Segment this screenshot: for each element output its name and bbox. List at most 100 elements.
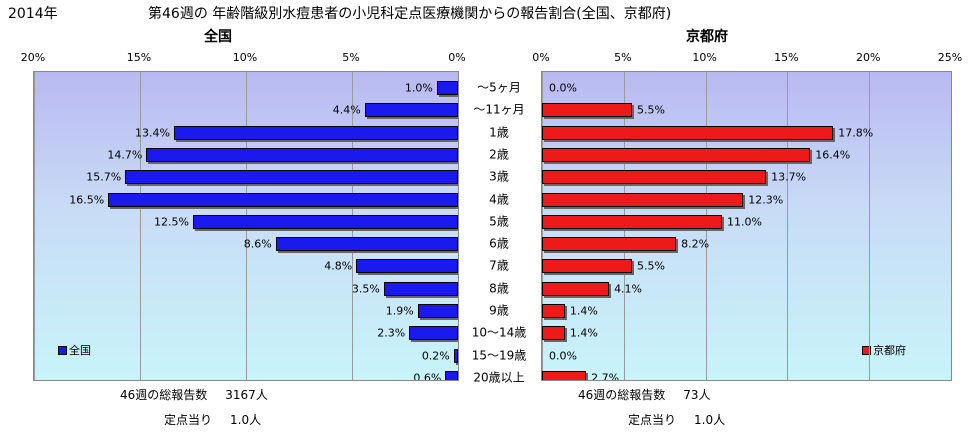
kyoto-bar <box>542 326 565 341</box>
age-category-label: 15～19歳 <box>471 348 527 363</box>
national-gridline <box>140 72 141 380</box>
national-data-label: 13.4% <box>134 126 170 140</box>
kyoto-bar <box>542 103 632 118</box>
kyoto-bar <box>542 304 565 318</box>
kyoto-legend: 京都府 <box>862 342 906 358</box>
kyoto-gridline <box>869 72 870 380</box>
age-category-label: 20歳以上 <box>473 370 525 385</box>
national-data-label: 1.0% <box>404 81 433 95</box>
national-tick-label: 0% <box>448 51 466 64</box>
kyoto-per-site-value: 1.0人 <box>694 413 726 427</box>
national-bar <box>108 192 458 207</box>
age-category-label: 4歳 <box>489 192 509 206</box>
kyoto-data-label: 1.4% <box>569 304 598 318</box>
national-gridline <box>458 72 459 380</box>
kyoto-total: 46週の総報告数 73人 <box>578 386 711 403</box>
national-data-label: 1.9% <box>385 304 414 318</box>
kyoto-data-label: 0.0% <box>549 349 577 363</box>
national-bar <box>445 370 458 380</box>
national-bar <box>193 214 458 229</box>
national-per-site-value: 1.0人 <box>230 413 262 427</box>
national-per-site-label: 定点当り <box>164 413 213 427</box>
kyoto-bar <box>542 170 767 185</box>
national-per-site: 定点当り 1.0人 <box>164 411 261 428</box>
kyoto-bar <box>542 125 834 140</box>
chart-title: 第46週の 年齢階級別水痘患者の小児科定点医療機関からの報告割合(全国、京都府) <box>148 6 672 22</box>
kyoto-tick-label: 5% <box>614 51 632 64</box>
kyoto-data-label: 0.0% <box>549 81 577 95</box>
national-total-label: 46週の総報告数 <box>120 388 208 402</box>
national-data-label: 16.5% <box>69 193 105 206</box>
kyoto-gridline <box>951 72 952 380</box>
national-data-label: 0.2% <box>421 349 450 363</box>
national-data-label: 2.3% <box>377 326 406 340</box>
national-total: 46週の総報告数 3167人 <box>120 386 268 403</box>
kyoto-data-label: 17.8% <box>838 126 874 140</box>
national-bar <box>146 147 458 162</box>
age-category-label: 2歳 <box>489 147 509 162</box>
age-category-label: 10～14歳 <box>471 325 527 340</box>
national-bar <box>125 170 458 185</box>
age-category-label: 3歳 <box>489 169 509 184</box>
kyoto-gridline <box>787 72 788 380</box>
national-data-label: 15.7% <box>86 170 122 184</box>
kyoto-data-label: 5.5% <box>636 103 665 117</box>
kyoto-tick-label: 0% <box>532 51 550 64</box>
national-tick-label: 10% <box>232 51 258 64</box>
kyoto-data-label: 2.7% <box>591 371 620 381</box>
national-bar <box>275 237 458 252</box>
kyoto-bar <box>542 147 811 162</box>
kyoto-legend-label: 京都府 <box>873 344 906 357</box>
kyoto-legend-swatch <box>862 345 871 355</box>
kyoto-data-label: 13.7% <box>771 170 807 184</box>
kyoto-chart-title: 京都府 <box>686 29 728 45</box>
national-tick-label: 5% <box>342 51 360 64</box>
age-category-label: ～5ヶ月 <box>477 80 521 95</box>
national-data-label: 8.6% <box>243 237 272 251</box>
national-data-label: 3.5% <box>351 282 380 296</box>
kyoto-tick-label: 15% <box>774 51 799 64</box>
kyoto-data-label: 11.0% <box>726 215 762 229</box>
national-data-label: 14.7% <box>107 148 143 162</box>
age-category-label: 7歳 <box>489 258 509 273</box>
kyoto-data-label: 8.2% <box>681 237 710 251</box>
national-bar <box>364 103 458 118</box>
age-category-label: ～11ヶ月 <box>473 102 525 117</box>
kyoto-bar <box>542 370 587 380</box>
national-chart-title: 全国 <box>204 29 232 45</box>
age-category-label: 5歳 <box>489 214 509 229</box>
national-data-label: 0.6% <box>413 371 442 381</box>
kyoto-per-site: 定点当り 1.0人 <box>628 411 725 428</box>
national-data-label: 4.4% <box>332 103 361 117</box>
age-category-label: 6歳 <box>489 236 509 251</box>
national-data-label: 12.5% <box>154 215 189 229</box>
national-bar <box>417 304 458 318</box>
kyoto-tick-label: 25% <box>937 51 963 64</box>
age-category-label: 9歳 <box>489 303 509 318</box>
kyoto-data-label: 12.3% <box>748 193 784 206</box>
national-tick-label: 20% <box>20 51 46 64</box>
national-total-value: 3167人 <box>225 388 268 402</box>
kyoto-tick-label: 10% <box>692 51 717 64</box>
national-bar <box>409 326 458 341</box>
national-legend: 全国 <box>58 342 91 358</box>
national-data-label: 4.8% <box>324 259 353 273</box>
national-legend-label: 全国 <box>69 344 91 357</box>
kyoto-data-label: 4.1% <box>614 282 643 296</box>
kyoto-total-value: 73人 <box>683 388 711 402</box>
kyoto-bar <box>542 192 744 207</box>
age-category-label: 8歳 <box>489 281 509 296</box>
national-bar <box>453 348 458 363</box>
national-plot-area: 全国 1.0% 4.4% 13.4% 14.7% 15.7% 16.5% 12.5% 8.6%… <box>33 71 459 381</box>
kyoto-tick-label: 20% <box>855 51 881 64</box>
kyoto-data-label: 16.4% <box>815 148 851 162</box>
kyoto-data-label: 5.5% <box>636 259 665 273</box>
kyoto-bar <box>542 237 677 252</box>
kyoto-bar <box>542 214 722 229</box>
national-legend-swatch <box>58 345 67 355</box>
national-gridline <box>34 72 35 380</box>
kyoto-bar <box>542 259 632 274</box>
kyoto-data-label: 1.4% <box>569 326 598 340</box>
kyoto-per-site-label: 定点当り <box>628 413 677 427</box>
kyoto-plot-area: 京都府 0.0% 5.5% 17.8% 16.4% 13.7% 12.3% 11.0% 8.2… <box>541 71 952 381</box>
